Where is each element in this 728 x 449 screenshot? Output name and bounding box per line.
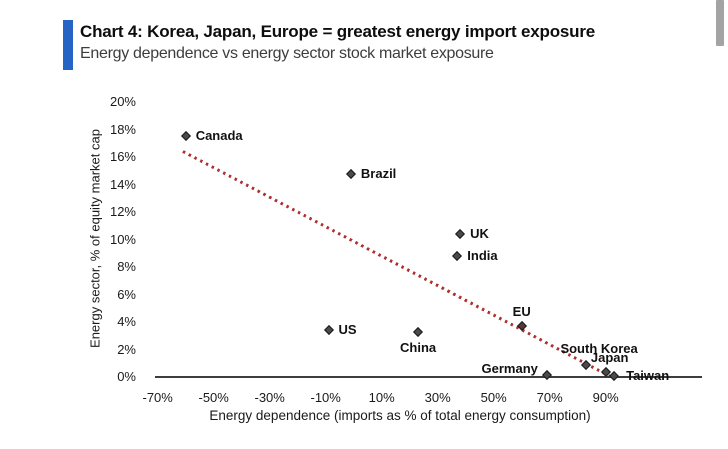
x-tick-label: -10%: [310, 390, 341, 405]
x-tick-label: 70%: [536, 390, 563, 405]
point-label-us: US: [338, 322, 357, 338]
x-tick-label: 50%: [480, 390, 507, 405]
y-tick-label: 6%: [117, 286, 136, 302]
y-tick-label: 16%: [109, 149, 136, 164]
x-tick-label: -30%: [254, 390, 285, 405]
x-tick-label: -50%: [198, 390, 229, 405]
point-label-india: India: [467, 248, 498, 263]
y-tick-label: 8%: [117, 259, 136, 274]
y-tick-label: 20%: [109, 94, 136, 109]
x-axis-title: Energy dependence (imports as % of total…: [209, 408, 591, 423]
point-label-taiwan: Taiwan: [626, 368, 670, 384]
data-point-canada: [180, 131, 191, 142]
chart-subtitle: Energy dependence vs energy sector stock…: [80, 45, 494, 62]
title-accent-bar: [63, 20, 73, 70]
data-point-china: [413, 326, 424, 337]
data-point-us: [323, 325, 334, 336]
point-label-south-korea: South Korea: [560, 340, 638, 356]
scrollbar-thumb[interactable]: [716, 0, 724, 46]
x-axis-line: [155, 376, 702, 378]
data-point-germany: [541, 369, 552, 380]
y-tick-label: 2%: [117, 341, 136, 357]
y-tick-label: 12%: [109, 204, 136, 219]
point-label-germany: Germany: [481, 360, 538, 376]
trend-line: [182, 150, 612, 379]
y-tick-label: 18%: [109, 121, 136, 137]
x-tick-label: 90%: [592, 390, 619, 405]
data-point-taiwan: [609, 371, 620, 382]
point-label-uk: UK: [470, 226, 489, 241]
point-label-brazil: Brazil: [360, 165, 397, 181]
data-point-uk: [455, 229, 466, 239]
point-label-eu: EU: [512, 304, 531, 320]
y-tick-label: 4%: [117, 314, 136, 329]
chart-title: Chart 4: Korea, Japan, Europe = greatest…: [80, 22, 596, 41]
point-label-china: China: [400, 339, 437, 355]
data-point-brazil: [345, 168, 356, 179]
x-tick-label: 30%: [424, 390, 451, 405]
data-point-india: [452, 251, 463, 261]
x-tick-label: 10%: [368, 390, 395, 405]
x-tick-label: -70%: [142, 390, 173, 405]
y-tick-label: 10%: [109, 231, 136, 247]
point-label-japan: Japan: [590, 349, 629, 365]
y-tick-label: 0%: [117, 369, 136, 384]
y-tick-label: 14%: [109, 176, 136, 192]
point-label-canada: Canada: [195, 128, 243, 144]
